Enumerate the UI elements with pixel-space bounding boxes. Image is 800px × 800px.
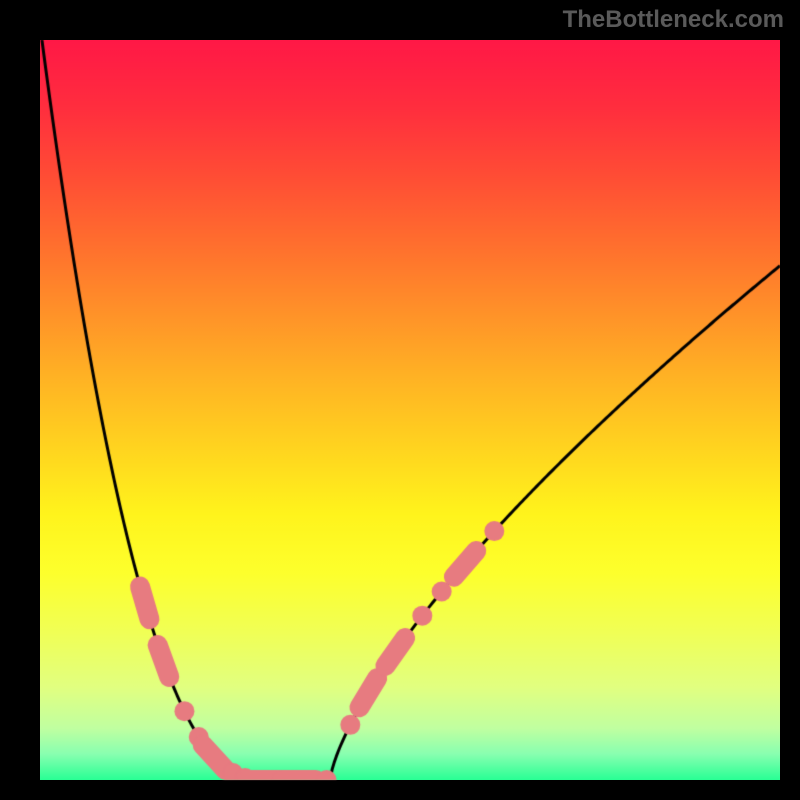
watermark-text: TheBottleneck.com [563, 6, 784, 34]
chart-stage: TheBottleneck.com [0, 0, 800, 800]
curve-layer [0, 0, 800, 800]
